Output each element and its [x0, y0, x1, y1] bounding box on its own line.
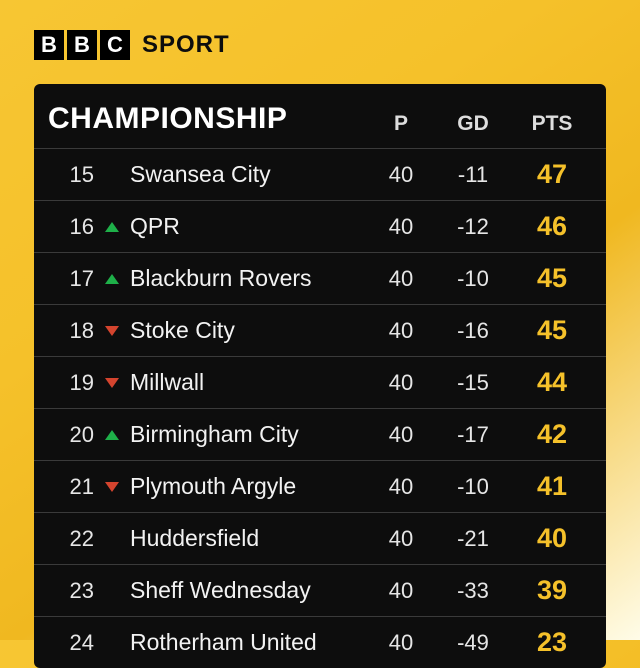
movement-indicator — [98, 222, 126, 232]
table-header: CHAMPIONSHIP P GD PTS — [34, 84, 606, 149]
movement-indicator — [98, 274, 126, 284]
table-row: 20 Birmingham City40-1742 — [34, 409, 606, 461]
played-value: 40 — [368, 318, 434, 344]
arrow-up-icon — [105, 430, 119, 440]
team-name: Swansea City — [126, 161, 368, 188]
position: 24 — [48, 630, 98, 656]
position: 18 — [48, 318, 98, 344]
table-row: 15 Swansea City40-1147 — [34, 149, 606, 201]
arrow-up-icon — [105, 274, 119, 284]
gd-value: -11 — [434, 162, 512, 188]
pts-value: 40 — [512, 523, 592, 554]
arrow-down-icon — [105, 326, 119, 336]
played-value: 40 — [368, 370, 434, 396]
table-row: 18 Stoke City40-1645 — [34, 305, 606, 357]
arrow-down-icon — [105, 378, 119, 388]
played-value: 40 — [368, 578, 434, 604]
gd-value: -15 — [434, 370, 512, 396]
table-row: 21 Plymouth Argyle40-1041 — [34, 461, 606, 513]
gd-value: -16 — [434, 318, 512, 344]
table-row: 24 Rotherham United40-4923 — [34, 617, 606, 668]
movement-indicator — [98, 482, 126, 492]
position: 17 — [48, 266, 98, 292]
gd-value: -21 — [434, 526, 512, 552]
movement-indicator — [98, 430, 126, 440]
table-row: 19 Millwall40-1544 — [34, 357, 606, 409]
logo-block: B — [34, 30, 64, 60]
col-played: P — [368, 112, 434, 136]
table-body: 15Swansea City40-114716QPR40-124617Black… — [34, 149, 606, 668]
gd-value: -10 — [434, 266, 512, 292]
movement-indicator — [98, 326, 126, 336]
table-row: 17 Blackburn Rovers40-1045 — [34, 253, 606, 305]
played-value: 40 — [368, 422, 434, 448]
arrow-up-icon — [105, 222, 119, 232]
position: 16 — [48, 214, 98, 240]
pts-value: 42 — [512, 419, 592, 450]
movement-indicator — [98, 378, 126, 388]
position: 21 — [48, 474, 98, 500]
team-name: Stoke City — [126, 317, 368, 344]
team-name: Blackburn Rovers — [126, 265, 368, 292]
gd-value: -10 — [434, 474, 512, 500]
pts-value: 41 — [512, 471, 592, 502]
arrow-down-icon — [105, 482, 119, 492]
team-name: Millwall — [126, 369, 368, 396]
table-row: 22Huddersfield40-2140 — [34, 513, 606, 565]
pts-value: 47 — [512, 159, 592, 190]
pts-value: 44 — [512, 367, 592, 398]
table-title: CHAMPIONSHIP — [48, 102, 368, 136]
table-row: 23 Sheff Wednesday40-3339 — [34, 565, 606, 617]
team-name: QPR — [126, 213, 368, 240]
gd-value: -49 — [434, 630, 512, 656]
played-value: 40 — [368, 214, 434, 240]
position: 22 — [48, 526, 98, 552]
team-name: Birmingham City — [126, 421, 368, 448]
pts-value: 39 — [512, 575, 592, 606]
col-gd: GD — [434, 112, 512, 136]
position: 20 — [48, 422, 98, 448]
played-value: 40 — [368, 474, 434, 500]
brand-header: B B C SPORT — [34, 30, 606, 60]
logo-block: C — [100, 30, 130, 60]
team-name: Rotherham United — [126, 629, 368, 656]
position: 15 — [48, 162, 98, 188]
logo-block: B — [67, 30, 97, 60]
col-pts: PTS — [512, 112, 592, 136]
team-name: Huddersfield — [126, 525, 368, 552]
league-table: CHAMPIONSHIP P GD PTS 15Swansea City40-1… — [34, 84, 606, 668]
position: 23 — [48, 578, 98, 604]
pts-value: 46 — [512, 211, 592, 242]
table-row: 16 QPR40-1246 — [34, 201, 606, 253]
team-name: Plymouth Argyle — [126, 473, 368, 500]
gd-value: -12 — [434, 214, 512, 240]
pts-value: 23 — [512, 627, 592, 658]
played-value: 40 — [368, 630, 434, 656]
played-value: 40 — [368, 266, 434, 292]
team-name: Sheff Wednesday — [126, 577, 368, 604]
pts-value: 45 — [512, 315, 592, 346]
played-value: 40 — [368, 162, 434, 188]
gd-value: -17 — [434, 422, 512, 448]
pts-value: 45 — [512, 263, 592, 294]
brand-logo: B B C — [34, 30, 130, 60]
brand-word: SPORT — [142, 31, 230, 59]
gd-value: -33 — [434, 578, 512, 604]
position: 19 — [48, 370, 98, 396]
played-value: 40 — [368, 526, 434, 552]
